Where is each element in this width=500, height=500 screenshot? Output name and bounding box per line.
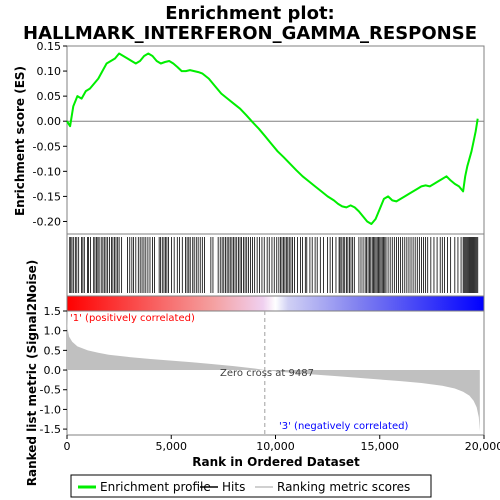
es-y-tick-label: 0.10 [37, 65, 62, 78]
legend-label: Hits [222, 480, 245, 494]
metric-y-axis-label: Ranked list metric (Signal2Noise) [25, 260, 39, 487]
es-y-tick-label: -0.10 [33, 165, 61, 178]
hits-track [69, 237, 479, 293]
es-y-tick-label: 0.00 [37, 115, 62, 128]
x-tick-label: 0 [64, 440, 71, 453]
metric-y-tick-label: 0.0 [44, 364, 62, 377]
x-tick-label: 20,000 [465, 440, 500, 453]
zero-cross-label: Zero cross at 9487 [220, 368, 314, 379]
x-axis: 0 5,000 10,000 15,000 20,000 [64, 435, 500, 453]
positive-correlation-label: '1' (positively correlated) [70, 313, 195, 324]
chart-title-line2: HALLMARK_INTERFERON_GAMMA_RESPONSE [23, 23, 477, 44]
legend-items: Enrichment profile Hits Ranking metric sco… [78, 480, 410, 494]
es-y-axis-label: Enrichment score (ES) [13, 66, 27, 216]
metric-y-tick-label: -1.0 [40, 403, 61, 416]
metric-y-axis: 1.5 1.0 0.5 0.0 -0.5 -1.0 -1.5 [40, 305, 67, 436]
chart-title-line1: Enrichment plot: [165, 3, 335, 24]
ranking-metric-area [67, 311, 480, 432]
es-plot-area [66, 45, 485, 235]
legend-label: Ranking metric scores [277, 480, 410, 494]
es-y-tick-label: 0.15 [37, 40, 62, 53]
es-y-tick-label: 0.05 [37, 90, 62, 103]
hits-panel [66, 233, 485, 297]
legend-label: Enrichment profile [100, 480, 211, 494]
metric-y-tick-label: -1.5 [40, 423, 61, 436]
negative-correlation-label: '3' (negatively correlated) [279, 421, 408, 432]
es-y-tick-label: -0.15 [33, 190, 61, 203]
ranking-color-bar [66, 295, 485, 312]
metric-y-tick-label: 1.5 [44, 305, 62, 318]
es-y-tick-label: -0.20 [33, 215, 61, 228]
es-y-axis: 0.15 0.10 0.05 0.00 -0.05 -0.10 -0.15 -0.20 [33, 40, 67, 228]
metric-y-tick-label: 1.0 [44, 325, 62, 338]
enrichment-profile-line [66, 52, 479, 225]
x-tick-label: 10,000 [256, 440, 295, 453]
metric-y-tick-label: -0.5 [40, 384, 61, 397]
x-tick-label: 5,000 [156, 440, 188, 453]
es-y-tick-label: -0.05 [33, 140, 61, 153]
legend [70, 474, 432, 498]
metric-y-tick-label: 0.5 [44, 344, 62, 357]
x-axis-label: Rank in Ordered Dataset [192, 455, 360, 469]
x-tick-label: 15,000 [361, 440, 400, 453]
